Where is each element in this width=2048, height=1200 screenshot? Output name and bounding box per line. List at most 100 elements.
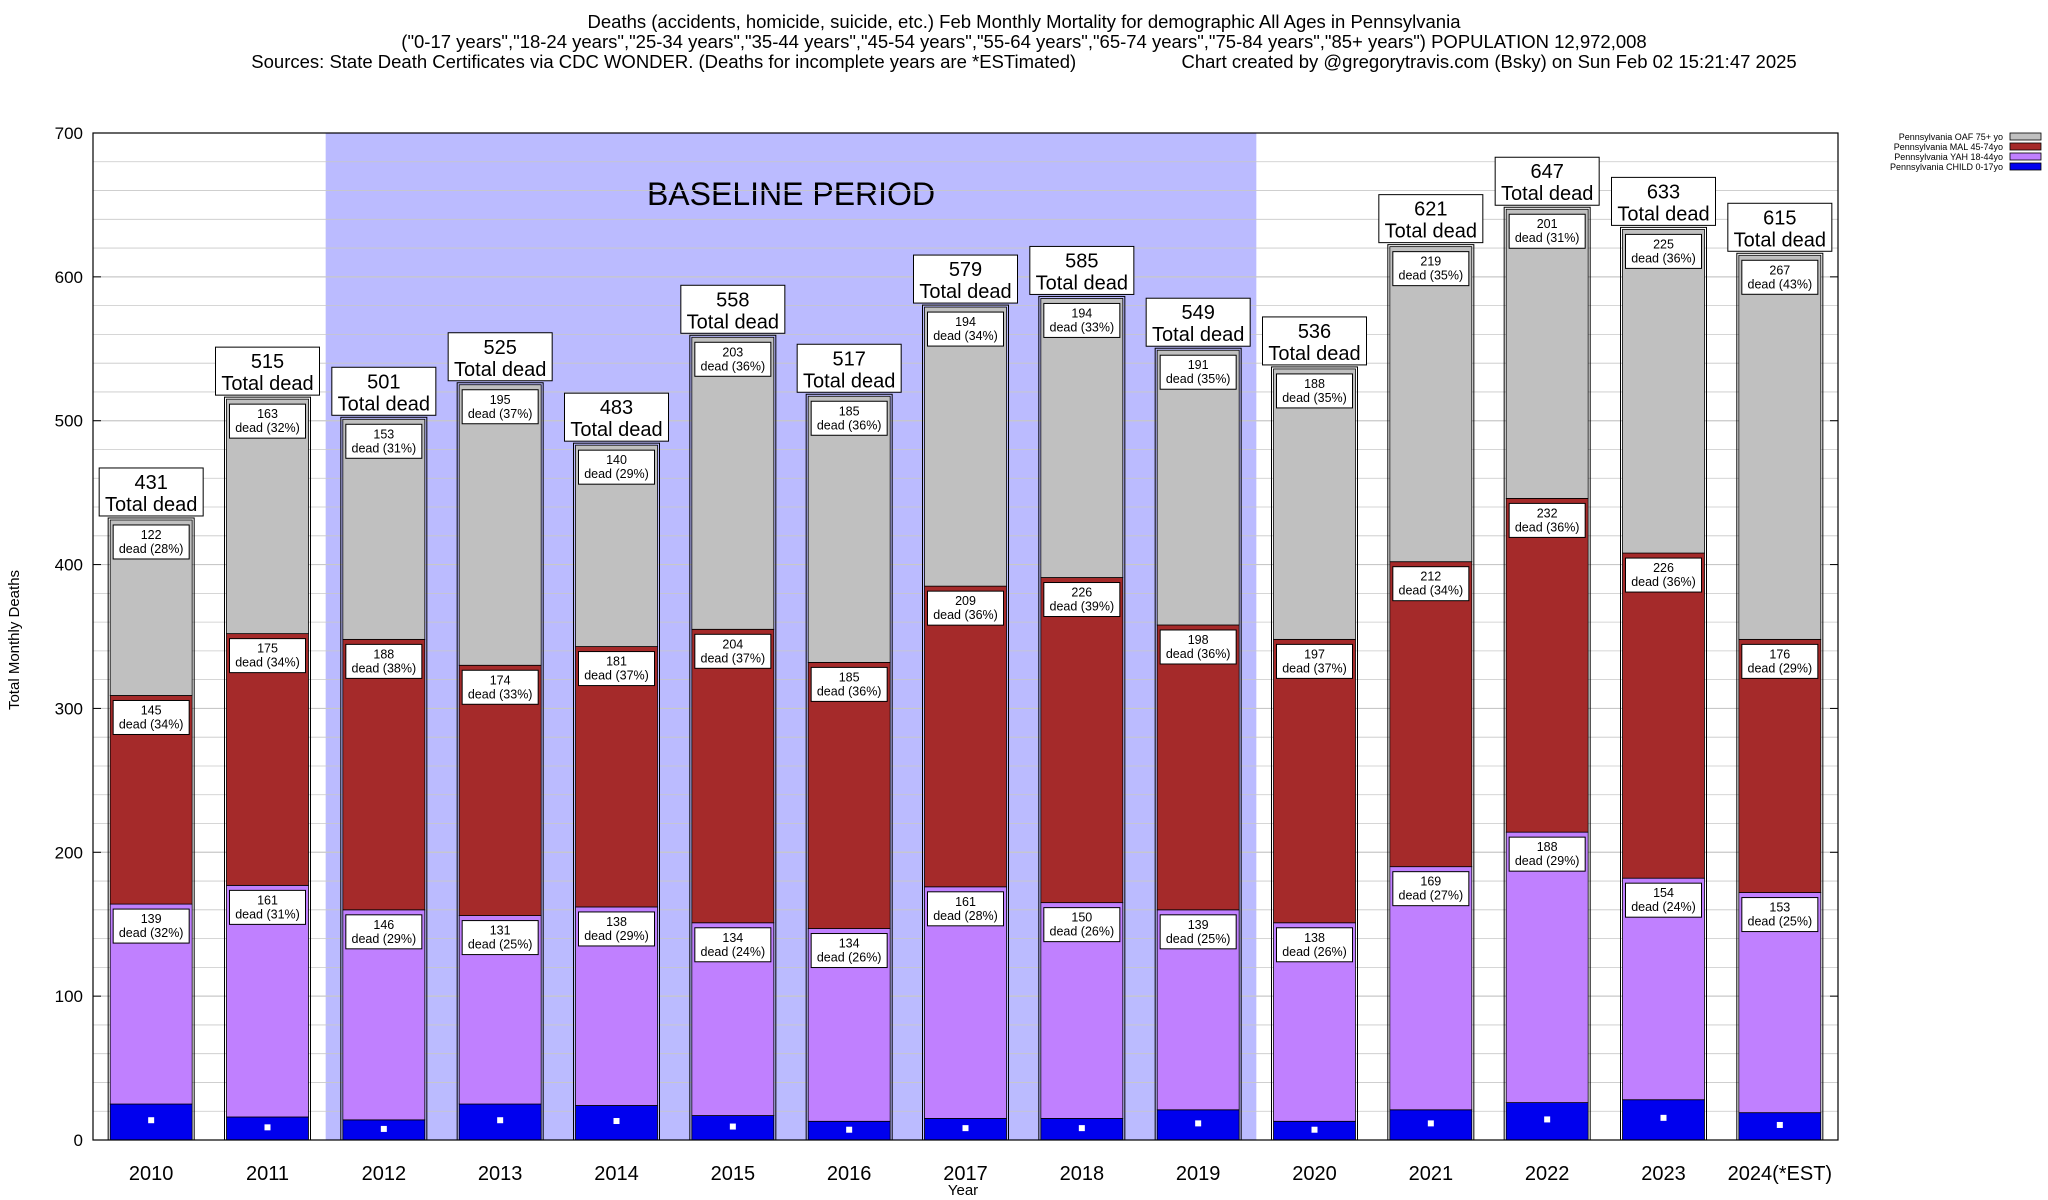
- child-marker: [1660, 1114, 1667, 1121]
- bar-oaf: [691, 336, 775, 630]
- segment-label-box: [1276, 927, 1353, 963]
- segment-label-share: dead (29%): [584, 929, 649, 943]
- x-tick-label: 2014: [594, 1163, 639, 1185]
- y-tick-label: 300: [55, 699, 83, 718]
- segment-label-count: 175: [257, 642, 278, 656]
- segment-label-count: 188: [1537, 840, 1558, 854]
- total-label-box: [215, 346, 320, 396]
- total-label-value: 647: [1530, 161, 1563, 183]
- segment-label-box: [810, 933, 888, 969]
- total-label-box: [331, 366, 437, 416]
- segment-label-count: 138: [606, 915, 627, 929]
- x-tick-label: 2012: [362, 1163, 407, 1185]
- bar-mal: [924, 585, 1007, 888]
- x-tick-label: 2024(*EST): [1728, 1163, 1833, 1185]
- x-tick-label: 2018: [1060, 1163, 1105, 1185]
- segment-label-share: dead (24%): [701, 945, 766, 959]
- segment-label-box: [1392, 251, 1470, 287]
- total-label-value: 621: [1414, 199, 1447, 221]
- segment-label-count: 122: [141, 528, 162, 542]
- segment-label-count: 146: [373, 918, 394, 932]
- segment-label-box: [1159, 354, 1237, 390]
- total-label-box: [1262, 316, 1367, 366]
- segment-label-count: 153: [373, 427, 394, 441]
- segment-label-count: 226: [1071, 586, 1092, 600]
- x-tick-label: 2016: [827, 1163, 872, 1185]
- segment-label-count: 195: [490, 393, 511, 407]
- segment-label-box: [1276, 643, 1353, 679]
- segment-label-share: dead (36%): [817, 418, 882, 432]
- segment-label-box: [810, 400, 888, 436]
- bar-oaf: [1622, 228, 1705, 554]
- y-tick-label: 100: [55, 987, 83, 1006]
- segment-label-box: [810, 666, 888, 702]
- segment-label-count: 191: [1188, 358, 1209, 372]
- segment-label-count: 131: [490, 924, 511, 938]
- total-label-box: [913, 254, 1018, 304]
- segment-label-count: 134: [839, 937, 860, 951]
- total-label-box: [447, 332, 553, 382]
- segment-label-share: dead (34%): [933, 329, 998, 343]
- segment-label-share: dead (36%): [1631, 251, 1696, 265]
- bar-mal: [691, 628, 775, 924]
- segment-label-share: dead (34%): [119, 717, 184, 731]
- bar-mal: [1622, 552, 1705, 879]
- segment-label-box: [229, 403, 306, 439]
- child-marker: [1776, 1121, 1783, 1128]
- segment-label-box: [112, 524, 190, 560]
- segment-label-share: dead (36%): [1515, 520, 1580, 534]
- segment-label-count: 209: [955, 594, 976, 608]
- total-label-value: 525: [483, 337, 516, 359]
- child-marker: [962, 1125, 969, 1132]
- segment-label-box: [578, 651, 655, 687]
- bar-oaf: [458, 384, 542, 666]
- x-tick-label: 2017: [943, 1163, 988, 1185]
- segment-label-share: dead (33%): [468, 687, 533, 701]
- segment-label-box: [112, 908, 190, 944]
- baseline-label: BASELINE PERIOD: [647, 176, 935, 212]
- segment-label-share: dead (31%): [1515, 231, 1580, 245]
- total-label-value: 558: [716, 289, 749, 311]
- child-marker: [264, 1124, 271, 1131]
- y-tick-label: 200: [55, 843, 83, 862]
- legend-swatch: [2009, 142, 2042, 151]
- segment-label-count: 154: [1653, 886, 1674, 900]
- total-label-text: Total dead: [570, 419, 662, 441]
- segment-label-count: 197: [1304, 647, 1325, 661]
- segment-label-box: [1741, 643, 1819, 679]
- segment-label-count: 134: [722, 931, 743, 945]
- total-label-text: Total dead: [338, 393, 430, 415]
- total-label-box: [1611, 176, 1716, 226]
- segment-label-share: dead (24%): [1631, 900, 1696, 914]
- x-tick-label: 2020: [1292, 1163, 1337, 1185]
- bar-mal: [1273, 638, 1356, 924]
- total-label-text: Total dead: [1268, 343, 1360, 365]
- child-marker: [1078, 1125, 1085, 1132]
- bar-yah: [1389, 866, 1473, 1111]
- segment-label-share: dead (26%): [1050, 925, 1115, 939]
- segment-label-count: 145: [141, 703, 162, 717]
- bar-mal: [1505, 497, 1589, 833]
- segment-label-box: [345, 914, 423, 950]
- segment-label-share: dead (32%): [119, 926, 184, 940]
- segment-label-share: dead (43%): [1748, 277, 1813, 291]
- title-sources: Sources: State Death Certificates via CD…: [251, 51, 1077, 72]
- segment-label-share: dead (36%): [817, 684, 882, 698]
- segment-label-share: dead (25%): [1166, 932, 1231, 946]
- y-tick-label: 700: [55, 124, 83, 143]
